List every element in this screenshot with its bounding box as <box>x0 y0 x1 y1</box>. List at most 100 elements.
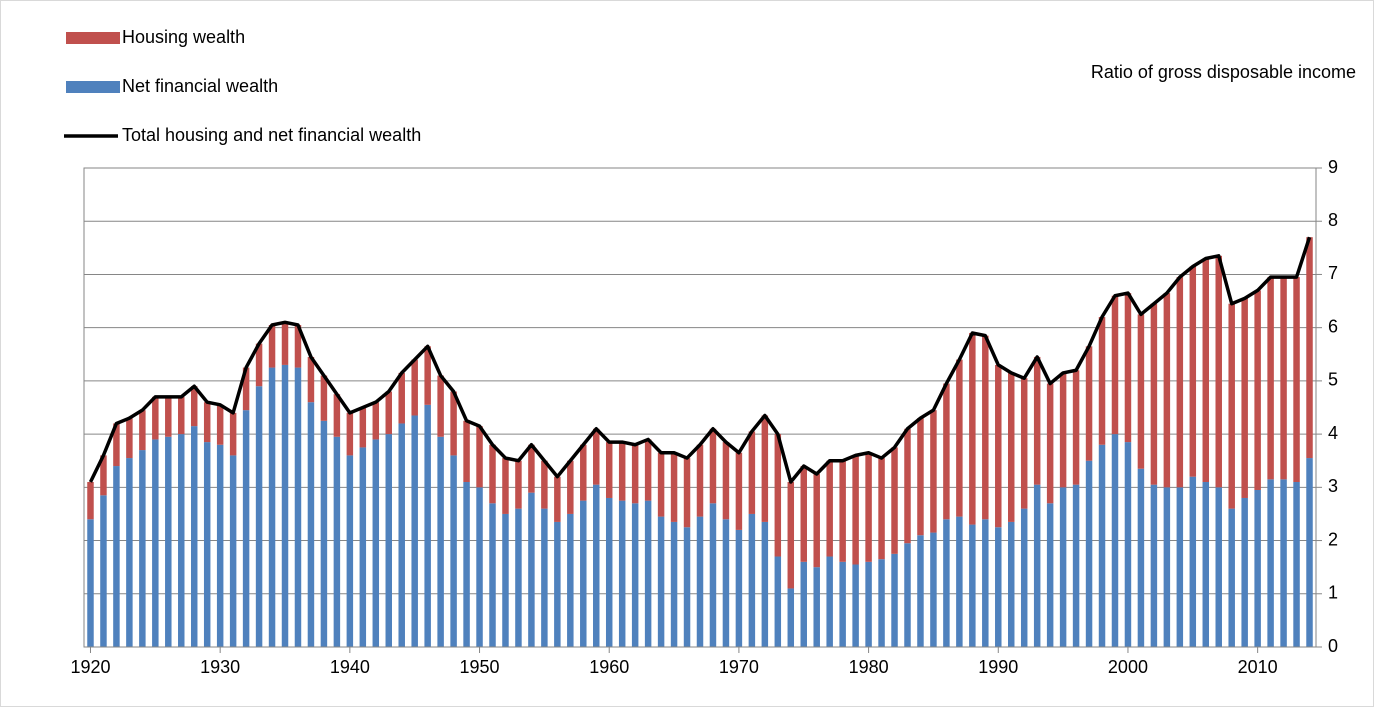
legend-swatch <box>66 32 120 44</box>
bar-segment <box>476 487 483 647</box>
y-tick-label: 8 <box>1328 210 1338 230</box>
bar-segment <box>1202 258 1210 483</box>
bar-segment <box>515 508 522 647</box>
bar-segment <box>1111 434 1119 647</box>
bar-segment <box>1124 293 1132 443</box>
bar-segment <box>748 513 756 647</box>
bar-segment <box>839 561 846 647</box>
bar-segment <box>1085 346 1093 461</box>
bar-segment <box>709 503 717 647</box>
bar-segment <box>787 482 795 589</box>
bar-segment <box>1059 372 1067 488</box>
bar-segment <box>139 450 146 647</box>
plot-border <box>83 167 1317 648</box>
x-tick-label: 1980 <box>849 657 889 677</box>
bar-segment <box>190 426 198 647</box>
bar-segment <box>372 439 380 647</box>
y-tick-label: 4 <box>1328 423 1338 443</box>
y-tick-label: 6 <box>1328 316 1338 336</box>
bar-segment <box>904 543 911 647</box>
bar-segment <box>1111 295 1119 435</box>
bar-segment <box>1215 255 1222 488</box>
bar-segment <box>139 410 146 451</box>
bar-segment <box>800 561 807 647</box>
bar-segment <box>865 561 872 647</box>
bar-segment <box>1124 442 1132 647</box>
bar-segment <box>618 500 626 647</box>
bar-segment <box>995 364 1002 528</box>
bar-segment <box>294 325 302 368</box>
x-tick-label: 2010 <box>1238 657 1278 677</box>
bar-segment <box>229 412 237 456</box>
bar-segment <box>1189 476 1197 647</box>
bar-segment <box>1306 237 1313 459</box>
bar-segment <box>787 588 795 647</box>
x-tick-label: 1960 <box>589 657 629 677</box>
bar-segment <box>593 484 600 647</box>
bar-segment <box>1241 298 1248 498</box>
bar-segment <box>748 431 756 514</box>
bar-segment <box>917 418 924 536</box>
bar-segment <box>631 444 639 504</box>
bar-segment <box>346 455 354 647</box>
bar-segment <box>1033 356 1041 485</box>
bar-segment <box>644 500 652 647</box>
bar-segment <box>580 500 587 647</box>
bar-segment <box>709 428 717 504</box>
bar-segment <box>437 436 444 647</box>
bar-segment <box>1280 479 1287 647</box>
bar-segment <box>1202 482 1210 647</box>
bar-segment <box>515 460 522 509</box>
bar-segment <box>165 436 172 647</box>
bar-segment <box>1176 277 1184 488</box>
bar-segment <box>670 452 678 522</box>
bar-segment <box>852 564 859 647</box>
bar-segment <box>346 412 354 456</box>
bar-segment <box>1046 383 1054 504</box>
bar-segment <box>1163 487 1171 647</box>
bar-segment <box>242 410 250 647</box>
bar-segment <box>1241 497 1248 647</box>
bar-segment <box>359 407 367 448</box>
bar-segment <box>1137 468 1145 647</box>
bar-segment <box>554 476 561 522</box>
bar-segment <box>113 466 120 647</box>
bar-segment <box>359 447 367 647</box>
bar-segment <box>450 391 457 456</box>
bar-segment <box>839 460 846 562</box>
bar-segment <box>605 497 613 647</box>
y-tick-label: 3 <box>1328 476 1338 496</box>
bar-segment <box>696 444 704 517</box>
bar-segment <box>567 513 574 647</box>
bar-segment <box>1150 303 1158 485</box>
bar-segment <box>1072 370 1080 485</box>
bar-segment <box>281 364 289 647</box>
bar-segment <box>943 519 950 647</box>
bar-segment <box>943 383 950 520</box>
bar-segment <box>411 415 418 647</box>
bar-segment <box>657 452 665 517</box>
bar-segment <box>813 474 820 568</box>
bar-segment <box>126 458 133 647</box>
bar-segment <box>528 492 535 647</box>
bar-segment <box>268 367 276 647</box>
bar-segment <box>437 375 444 437</box>
bar-segment <box>320 420 328 647</box>
bar-segment <box>1008 521 1015 647</box>
bar-segment <box>1189 266 1197 477</box>
bar-segment <box>1072 484 1080 647</box>
bar-segment <box>1098 317 1106 445</box>
bar-segment <box>891 447 898 554</box>
bar-segment <box>385 434 392 647</box>
bar-segment <box>904 428 911 544</box>
bar-segment <box>1020 508 1028 647</box>
bar-segment <box>1046 503 1054 647</box>
bar-segment <box>956 516 963 647</box>
bar-segment <box>1033 484 1041 647</box>
bar-segment <box>398 372 405 424</box>
bar-segment <box>372 402 380 440</box>
bar-segment <box>1306 458 1313 647</box>
bar-segment <box>1176 487 1184 647</box>
bar-segment <box>891 553 898 647</box>
